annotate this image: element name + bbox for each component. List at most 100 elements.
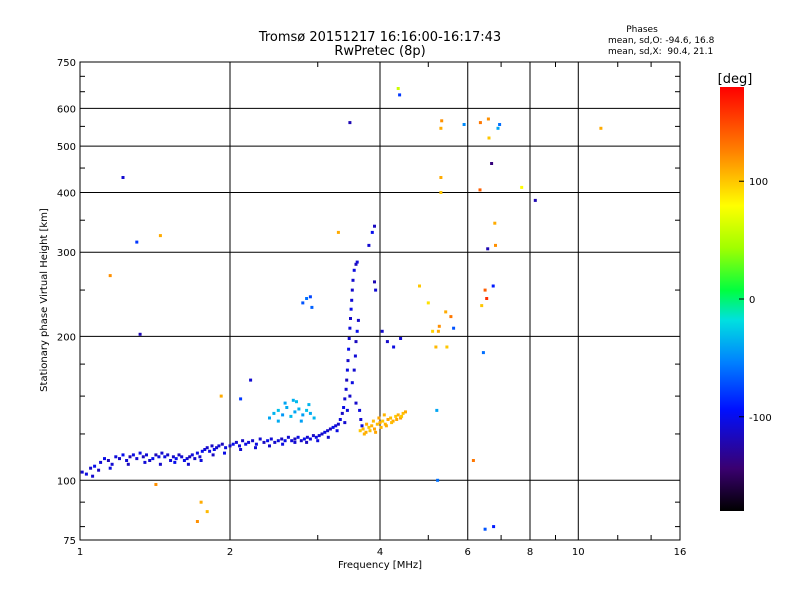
data-point [373,427,376,431]
phases-heading: Phases [626,25,658,35]
data-point [141,455,145,459]
data-point [145,453,148,457]
data-point [373,280,376,284]
data-point [258,437,262,441]
data-point [343,421,347,425]
data-point [326,429,330,433]
data-point [399,416,403,420]
data-point [203,448,207,451]
x-tick-label: 16 [674,547,687,558]
data-point [97,468,101,472]
x-tick-label: 8 [527,547,533,558]
data-point [392,345,396,349]
data-point [483,527,487,531]
data-point [305,440,309,444]
data-point [378,421,382,425]
data-point [331,425,335,429]
data-point [210,444,214,448]
data-point [370,230,374,234]
data-point [426,301,430,305]
data-point [374,430,378,434]
data-point [370,424,374,428]
data-point [180,455,184,459]
data-point [273,440,277,444]
data-point [276,439,280,443]
data-point [186,462,190,466]
data-point [316,439,320,443]
data-point [396,413,400,417]
data-point [445,345,449,349]
data-point [212,448,216,451]
data-point [343,397,347,401]
data-point [135,240,139,244]
data-point [308,295,312,299]
data-point [492,525,496,529]
data-point [355,260,359,264]
data-point [311,434,315,438]
plot-frame [79,61,681,541]
data-point [224,446,228,450]
data-point [439,176,443,179]
data-point [352,268,356,272]
data-point [307,403,311,407]
data-point [478,188,482,192]
data-point [496,126,500,130]
data-point [114,455,118,459]
data-point [190,453,194,457]
colorbar-unit: [deg] [718,72,753,87]
data-point [353,354,357,358]
chart-subtitle: RwPretec (8p) [334,44,425,59]
data-point [217,444,221,448]
data-points [80,87,603,531]
data-point [436,329,440,333]
data-point [374,288,378,292]
data-point [478,121,482,125]
data-point [462,123,466,126]
data-point [151,457,155,461]
data-point [280,437,284,441]
colorbar: [deg] 100 0 -100 [718,72,772,511]
data-point [198,455,202,459]
chart-title: Tromsø 20151217 16:16:00-16:17:43 [258,30,501,45]
phases-summary: Phases mean, sd,O: -94.6, 16.8 mean, sd,… [608,25,715,57]
data-point [158,234,162,238]
data-point [356,318,360,322]
data-point [173,460,177,464]
data-point [434,345,438,349]
data-point [293,437,297,441]
data-point [436,478,440,482]
data-point [200,449,204,453]
data-point [368,429,372,433]
data-point [375,422,379,426]
data-point [239,397,243,401]
data-point [437,324,441,328]
data-point [389,416,393,420]
data-point [138,451,142,455]
data-point [381,419,385,423]
data-point [347,337,351,340]
data-point [301,413,305,417]
data-point [128,455,132,459]
data-point [118,457,121,461]
data-point [599,126,603,130]
data-point [93,464,97,468]
data-point [110,462,114,466]
colorbar-tick-label: 100 [749,177,768,188]
data-point [399,337,403,340]
data-point [254,442,258,446]
data-point [297,407,301,411]
data-point [377,416,381,420]
data-point [481,351,485,355]
data-point [347,347,351,351]
data-point [336,230,340,234]
data-point [108,466,112,470]
data-point [305,435,309,439]
data-point [160,451,164,455]
data-point [486,117,490,121]
data-point [295,400,298,404]
data-point [485,297,489,300]
data-point [249,378,253,382]
data-point [480,304,484,308]
data-point [367,425,371,429]
data-point [364,430,368,434]
